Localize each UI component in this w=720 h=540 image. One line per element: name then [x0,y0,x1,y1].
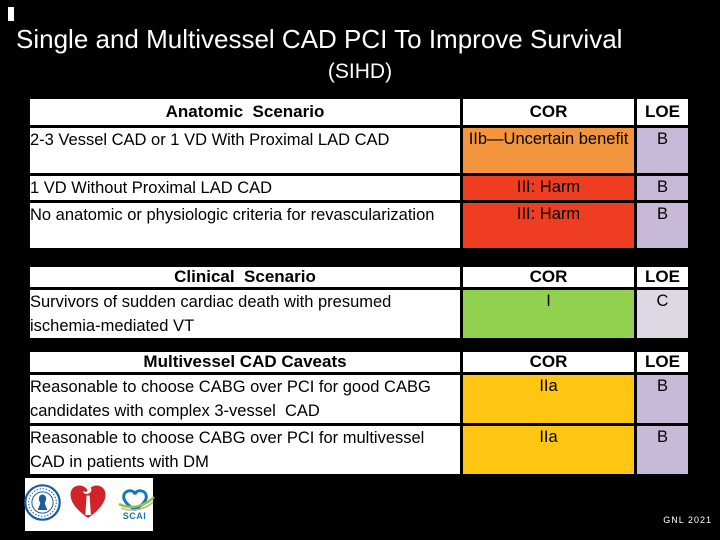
scenario-cell: Survivors of sudden cardiac death with p… [27,287,463,342]
table-row: Reasonable to choose CABG over PCI for m… [27,423,691,478]
column-header-loe: LOE [634,96,691,128]
loe-cell: B [634,125,691,176]
column-header-scenario: Anatomic Scenario [27,96,463,128]
cor-cell: I [460,287,637,342]
column-header-cor: COR [460,96,637,128]
table-header-row: Clinical Scenario COR LOE [27,263,691,291]
loe-cell: B [634,200,691,251]
column-header-cor: COR [460,348,637,376]
corner-artifact [8,7,14,21]
cor-cell: IIb—Uncertain benefit [460,125,637,176]
table-header-row: Anatomic Scenario COR LOE [27,96,691,128]
column-header-scenario: Clinical Scenario [27,263,463,291]
organization-logos: SCAI [23,478,155,531]
aha-heart-icon [68,483,108,526]
loe-cell: C [634,287,691,342]
multivessel-caveats-table: Multivessel CAD Caveats COR LOE Reasonab… [27,348,691,478]
scenario-cell: No anatomic or physiologic criteria for … [27,200,463,251]
anatomic-scenario-table: Anatomic Scenario COR LOE 2-3 Vessel CAD… [27,96,691,251]
cor-cell: IIa [460,372,637,427]
acc-logo-icon [23,483,61,526]
loe-cell: B [634,423,691,478]
cor-cell: III: Harm [460,200,637,251]
table-row: No anatomic or physiologic criteria for … [27,200,691,251]
cor-cell: IIa [460,423,637,478]
table-row: Survivors of sudden cardiac death with p… [27,287,691,342]
table-row: 1 VD Without Proximal LAD CAD III: Harm … [27,173,691,203]
table-header-row: Multivessel CAD Caveats COR LOE [27,348,691,376]
scai-logo-icon: SCAI [115,488,155,521]
loe-cell: B [634,372,691,427]
scai-logo-label: SCAI [122,511,147,521]
credit-text: GNL 2021 [663,515,712,525]
scenario-cell: Reasonable to choose CABG over PCI for g… [27,372,463,427]
scenario-cell: 1 VD Without Proximal LAD CAD [27,173,463,203]
scenario-cell: 2-3 Vessel CAD or 1 VD With Proximal LAD… [27,125,463,176]
cor-cell: III: Harm [460,173,637,203]
column-header-scenario: Multivessel CAD Caveats [27,348,463,376]
table-row: 2-3 Vessel CAD or 1 VD With Proximal LAD… [27,125,691,176]
column-header-cor: COR [460,263,637,291]
clinical-scenario-table: Clinical Scenario COR LOE Survivors of s… [27,263,691,342]
loe-cell: B [634,173,691,203]
slide-subtitle: (SIHD) [327,60,393,83]
table-row: Reasonable to choose CABG over PCI for g… [27,372,691,427]
column-header-loe: LOE [634,263,691,291]
column-header-loe: LOE [634,348,691,376]
scenario-cell: Reasonable to choose CABG over PCI for m… [27,423,463,478]
slide-title: Single and Multivessel CAD PCI To Improv… [16,24,623,54]
